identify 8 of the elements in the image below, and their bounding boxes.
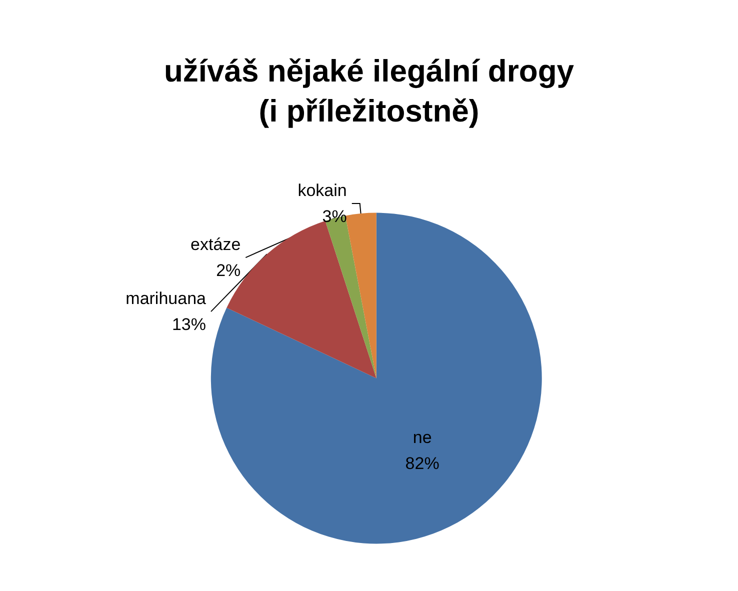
chart-title: užíváš nějaké ilegální drogy (i příležitostně): [164, 54, 575, 128]
slice-label: kokain: [298, 181, 347, 200]
data-label: 82%: [405, 454, 440, 474]
slice-label: marihuana: [126, 289, 207, 308]
data-label: 13%: [172, 315, 206, 334]
slice-label: ne: [412, 428, 432, 448]
data-label: 2%: [216, 261, 241, 280]
slice-label: extáze: [190, 235, 241, 254]
